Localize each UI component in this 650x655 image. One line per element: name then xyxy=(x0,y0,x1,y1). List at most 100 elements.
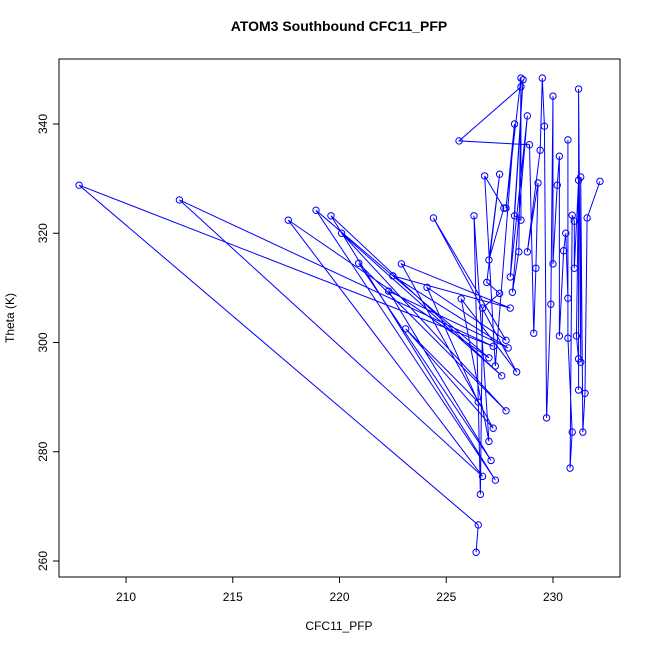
data-point xyxy=(553,181,561,189)
data-point xyxy=(485,256,493,264)
data-point xyxy=(474,398,482,406)
y-tick-label: 260 xyxy=(36,551,50,571)
data-point xyxy=(596,177,604,186)
data-point xyxy=(506,304,514,312)
data-point xyxy=(530,329,538,337)
data-point xyxy=(547,300,555,308)
data-point xyxy=(517,74,525,82)
data-point xyxy=(491,476,500,484)
data-point xyxy=(568,428,576,436)
data-point xyxy=(570,217,579,225)
data-point xyxy=(284,216,292,224)
data-point xyxy=(517,83,525,91)
y-tick-label: 300 xyxy=(36,332,50,352)
data-point xyxy=(478,472,487,481)
data-point xyxy=(506,273,514,281)
data-point xyxy=(581,389,589,397)
x-tick-label: 210 xyxy=(116,590,136,604)
data-point xyxy=(498,372,506,380)
data-point xyxy=(583,214,591,222)
data-point xyxy=(472,548,480,556)
series-line xyxy=(78,78,601,553)
x-tick-label: 220 xyxy=(329,590,349,604)
data-point xyxy=(474,521,482,529)
data-point xyxy=(470,212,478,220)
data-point xyxy=(508,288,517,296)
data-point xyxy=(502,204,510,212)
data-point xyxy=(476,490,485,499)
data-point xyxy=(577,358,585,366)
data-point xyxy=(389,272,397,280)
data-point xyxy=(542,414,551,422)
data-point xyxy=(525,141,534,149)
data-point xyxy=(574,85,583,93)
x-axis-label: CFC11_PFP xyxy=(305,619,372,633)
data-point xyxy=(327,212,335,220)
chart-title: ATOM3 Southbound CFC11_PFP xyxy=(231,18,448,34)
data-point xyxy=(519,76,527,84)
data-point xyxy=(536,146,544,154)
data-point xyxy=(579,428,587,436)
data-point xyxy=(538,74,546,82)
data-point xyxy=(355,259,363,267)
data-point xyxy=(489,424,497,432)
data-point xyxy=(564,136,572,144)
data-point xyxy=(549,260,557,268)
data-point xyxy=(510,120,519,128)
data-point xyxy=(429,214,438,222)
data-point xyxy=(384,287,393,295)
data-point xyxy=(570,264,579,272)
data-point xyxy=(502,407,510,415)
data-point xyxy=(577,173,585,181)
data-point xyxy=(510,212,519,220)
data-point xyxy=(495,170,504,178)
data-point xyxy=(549,92,557,100)
data-point xyxy=(457,295,465,303)
data-point xyxy=(515,248,523,256)
data-point xyxy=(555,332,564,340)
data-point xyxy=(523,248,532,256)
data-point xyxy=(495,289,504,298)
x-tick-label: 230 xyxy=(543,590,563,604)
y-tick-label: 280 xyxy=(36,441,50,461)
data-point xyxy=(517,216,525,224)
data-point xyxy=(489,342,497,351)
data-point xyxy=(75,181,83,189)
data-point xyxy=(574,386,583,394)
data-point xyxy=(487,456,495,465)
data-point xyxy=(512,368,521,376)
data-point xyxy=(555,152,564,160)
data-point xyxy=(485,354,493,362)
y-axis-label: Theta (K) xyxy=(3,293,17,343)
data-point xyxy=(480,172,489,180)
data-point xyxy=(523,112,532,120)
data-point xyxy=(504,344,512,352)
data-point xyxy=(485,437,493,446)
y-tick-label: 340 xyxy=(36,114,50,134)
data-point xyxy=(337,229,346,237)
data-point xyxy=(478,304,487,312)
data-point xyxy=(423,283,431,292)
y-tick-label: 320 xyxy=(36,223,50,243)
data-point xyxy=(534,179,542,187)
x-tick-label: 225 xyxy=(436,590,456,604)
data-point xyxy=(566,464,574,472)
data-point xyxy=(562,229,570,237)
data-point xyxy=(483,278,491,287)
data-point xyxy=(532,264,540,272)
data-point xyxy=(491,362,500,370)
data-point xyxy=(572,332,581,340)
data-point xyxy=(564,294,572,302)
data-point xyxy=(500,204,508,212)
plot-frame xyxy=(58,58,621,578)
data-point xyxy=(502,336,510,345)
data-point xyxy=(312,206,320,215)
data-point xyxy=(175,196,184,204)
data-point xyxy=(540,122,549,130)
data-point xyxy=(401,325,410,333)
data-point xyxy=(455,137,463,145)
data-point xyxy=(564,334,572,342)
data-point xyxy=(397,260,406,268)
x-tick-label: 215 xyxy=(223,590,243,604)
